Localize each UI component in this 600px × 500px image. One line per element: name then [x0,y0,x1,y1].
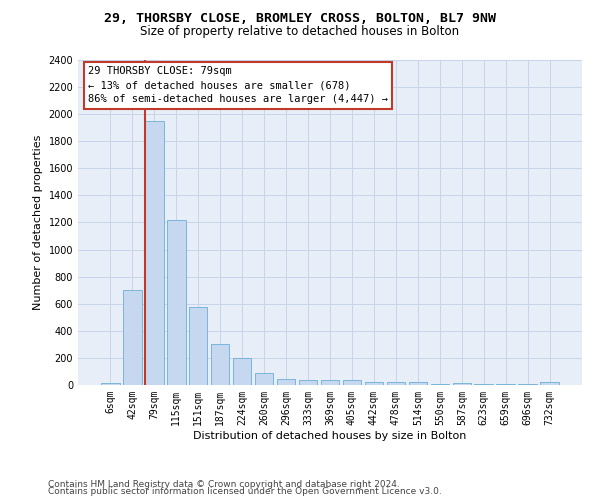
Bar [277,378,295,385]
Bar [343,380,361,385]
Bar [189,307,208,385]
Bar [431,384,449,385]
Bar [123,290,142,385]
Bar [365,382,383,385]
Bar [320,380,340,385]
Bar [255,374,274,385]
Bar [452,383,471,385]
Text: Contains public sector information licensed under the Open Government Licence v3: Contains public sector information licen… [48,487,442,496]
Bar [496,384,515,385]
Text: Size of property relative to detached houses in Bolton: Size of property relative to detached ho… [140,25,460,38]
Bar [233,358,251,385]
Bar [518,384,537,385]
Bar [541,382,559,385]
Bar [101,383,119,385]
X-axis label: Distribution of detached houses by size in Bolton: Distribution of detached houses by size … [193,430,467,440]
Bar [299,380,317,385]
Y-axis label: Number of detached properties: Number of detached properties [33,135,43,310]
Bar [145,121,164,385]
Bar [475,384,493,385]
Text: Contains HM Land Registry data © Crown copyright and database right 2024.: Contains HM Land Registry data © Crown c… [48,480,400,489]
Bar [211,344,229,385]
Text: 29 THORSBY CLOSE: 79sqm
← 13% of detached houses are smaller (678)
86% of semi-d: 29 THORSBY CLOSE: 79sqm ← 13% of detache… [88,66,388,104]
Bar [409,382,427,385]
Bar [386,382,405,385]
Bar [167,220,185,385]
Text: 29, THORSBY CLOSE, BROMLEY CROSS, BOLTON, BL7 9NW: 29, THORSBY CLOSE, BROMLEY CROSS, BOLTON… [104,12,496,26]
